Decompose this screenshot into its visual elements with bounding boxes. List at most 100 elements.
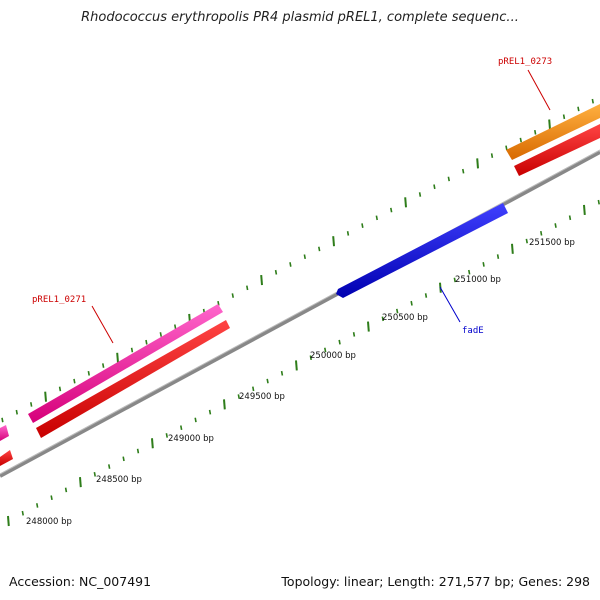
minor-tick — [505, 145, 508, 151]
minor-tick — [318, 246, 321, 252]
minor-tick — [36, 503, 39, 508]
major-tick — [260, 274, 263, 286]
accession-label: Accession: NC_007491 — [9, 574, 152, 589]
pREL1_0271-leader-line — [91, 305, 114, 344]
minor-tick — [309, 355, 312, 361]
minor-tick — [174, 324, 177, 330]
summary-label: Topology: linear; Length: 271,577 bp; Ge… — [281, 574, 590, 589]
minor-tick — [130, 347, 134, 353]
minor-tick — [468, 269, 471, 275]
minor-tick — [159, 332, 162, 337]
minor-tick — [15, 409, 18, 415]
minor-tick — [381, 316, 384, 322]
minor-tick — [346, 231, 350, 236]
minor-tick — [208, 409, 212, 415]
major-tick — [116, 352, 119, 363]
minor-tick — [217, 301, 220, 306]
tick-label: 249500 bp — [239, 392, 285, 402]
minor-tick — [50, 495, 53, 501]
gene-left-edge-bar[interactable] — [0, 425, 9, 441]
upper-tick-row — [1, 98, 594, 423]
minor-tick — [87, 371, 90, 376]
minor-tick — [453, 277, 456, 283]
minor-tick — [540, 230, 543, 236]
major-tick — [511, 243, 514, 254]
minor-tick — [122, 456, 125, 462]
minor-tick — [246, 285, 249, 291]
major-tick — [583, 204, 586, 216]
major-tick — [295, 360, 298, 371]
minor-tick — [102, 363, 105, 368]
minor-tick — [568, 215, 572, 221]
gene-pREL1_0273-bar[interactable] — [506, 104, 600, 160]
fadE-leader-line — [439, 286, 461, 323]
minor-tick — [482, 262, 485, 267]
gene-fadE-bar[interactable] — [336, 203, 508, 298]
minor-tick — [1, 417, 4, 423]
sequence-backbone — [0, 150, 600, 478]
minor-tick — [577, 106, 580, 112]
gene-label-pREL1_0273[interactable]: pREL1_0273 — [498, 57, 552, 67]
map-title: Rhodococcus erythropolis PR4 plasmid pRE… — [81, 10, 519, 25]
minor-tick — [194, 417, 197, 423]
minor-tick — [145, 339, 148, 345]
major-tick — [367, 321, 370, 332]
minor-tick — [424, 293, 428, 298]
gene-label-pREL1_0271[interactable]: pREL1_0271 — [32, 295, 86, 305]
minor-tick — [496, 254, 500, 259]
major-tick — [151, 438, 154, 449]
minor-tick — [433, 184, 436, 190]
tick-label: 251500 bp — [529, 238, 575, 248]
minor-tick — [338, 339, 341, 345]
minor-tick — [64, 487, 68, 493]
minor-tick — [396, 308, 399, 314]
major-tick — [79, 477, 82, 488]
major-tick — [7, 515, 10, 527]
minor-tick — [361, 223, 364, 228]
tick-label: 248500 bp — [96, 475, 142, 485]
major-tick — [404, 197, 407, 208]
minor-tick — [352, 332, 356, 337]
minor-tick — [390, 207, 393, 213]
minor-tick — [93, 472, 96, 477]
minor-tick — [237, 394, 240, 399]
cds-pREL1_0271-bar[interactable] — [36, 320, 230, 438]
minor-tick — [280, 370, 284, 376]
minor-tick — [418, 192, 422, 197]
minor-tick — [554, 223, 557, 228]
minor-tick — [525, 238, 528, 244]
minor-tick — [462, 168, 465, 174]
minor-tick — [534, 129, 537, 135]
lower-tick-row: 248000 bp 248500 bp 249000 bp 249500 bp 2500… — [7, 199, 600, 527]
minor-tick — [108, 464, 111, 469]
minor-tick — [490, 153, 494, 158]
sequence-backbone-highlight — [0, 149, 600, 475]
minor-tick — [447, 176, 450, 182]
minor-tick — [519, 137, 522, 143]
major-tick — [44, 391, 47, 402]
major-tick — [332, 236, 335, 247]
minor-tick — [410, 300, 413, 306]
gene-label-fadE[interactable]: fadE — [462, 326, 484, 336]
minor-tick — [324, 347, 327, 353]
major-tick — [223, 399, 226, 410]
gene-pREL1_0271-bar[interactable] — [28, 304, 223, 423]
minor-tick — [591, 98, 594, 104]
tick-label: 250000 bp — [310, 351, 356, 361]
pREL1_0273-leader-line — [527, 69, 551, 111]
tick-label: 250500 bp — [382, 313, 428, 323]
minor-tick — [231, 293, 234, 298]
minor-tick — [375, 215, 378, 221]
cds-left-edge-bar[interactable] — [0, 450, 13, 466]
minor-tick — [165, 433, 168, 438]
minor-tick — [289, 262, 292, 267]
cds-pREL1_0273-bar[interactable] — [514, 124, 600, 176]
major-tick — [476, 158, 479, 169]
minor-tick — [180, 425, 183, 431]
minor-tick — [597, 199, 600, 205]
minor-tick — [73, 378, 76, 384]
minor-tick — [30, 402, 33, 407]
major-tick — [548, 119, 551, 130]
minor-tick — [58, 386, 62, 392]
